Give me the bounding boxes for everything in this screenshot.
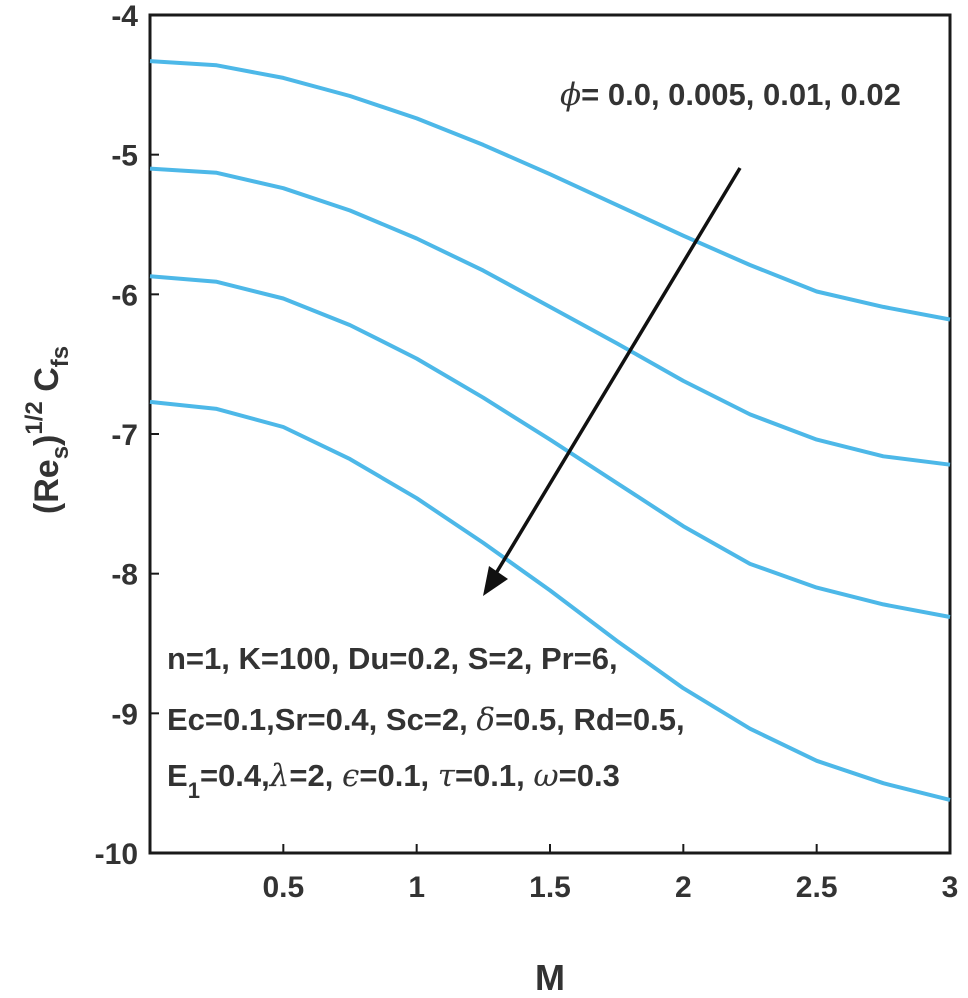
- y-tick-label: -8: [111, 559, 138, 592]
- series-line-2: [149, 166, 951, 467]
- params-line-3: E1=0.4,λ=2, ϵ=0.1, τ=0.1, ω=0.3: [167, 758, 620, 803]
- y-tick-label: -10: [95, 838, 138, 871]
- plot-frame: [148, 13, 952, 855]
- y-axis-ticks: -4 -5 -6 -7 -8 -9 -10: [95, 0, 139, 871]
- x-tick-label: 0.5: [262, 871, 304, 904]
- y-tick-label: -5: [111, 140, 138, 173]
- x-tick-label: 3: [942, 871, 959, 904]
- tick-marks: [150, 14, 951, 854]
- x-tick-label: 1: [408, 871, 425, 904]
- y-tick-label: -7: [111, 419, 138, 452]
- y-tick-label: -6: [111, 279, 138, 312]
- x-tick-label: 1.5: [529, 871, 571, 904]
- x-axis-ticks: 0.5 1 1.5 2 2.5 3: [262, 871, 958, 904]
- y-axis-label: (Res)1/2 Cfs: [21, 346, 74, 514]
- y-tick-label: -9: [111, 698, 138, 731]
- params-line-2: Ec=0.1,Sr=0.4, Sc=2, δ=0.5, Rd=0.5,: [167, 702, 685, 738]
- phi-annotation: ϕ= 0.0, 0.005, 0.01, 0.02: [560, 77, 901, 113]
- series-group: [149, 59, 951, 802]
- phi-symbol: ϕ: [560, 77, 581, 113]
- params-line-1: n=1, K=100, Du=0.2, S=2, Pr=6,: [167, 641, 618, 676]
- series-line-3: [149, 274, 951, 619]
- series-line-4: [149, 399, 951, 802]
- x-tick-label: 2: [675, 871, 692, 904]
- series-line-1: [149, 59, 951, 322]
- y-tick-label: -4: [111, 0, 138, 33]
- direction-arrow-head: [483, 566, 508, 596]
- phi-values: = 0.0, 0.005, 0.01, 0.02: [581, 77, 901, 112]
- x-tick-label: 2.5: [796, 871, 838, 904]
- direction-arrow-shaft: [490, 167, 742, 581]
- x-axis-label: M: [535, 957, 565, 998]
